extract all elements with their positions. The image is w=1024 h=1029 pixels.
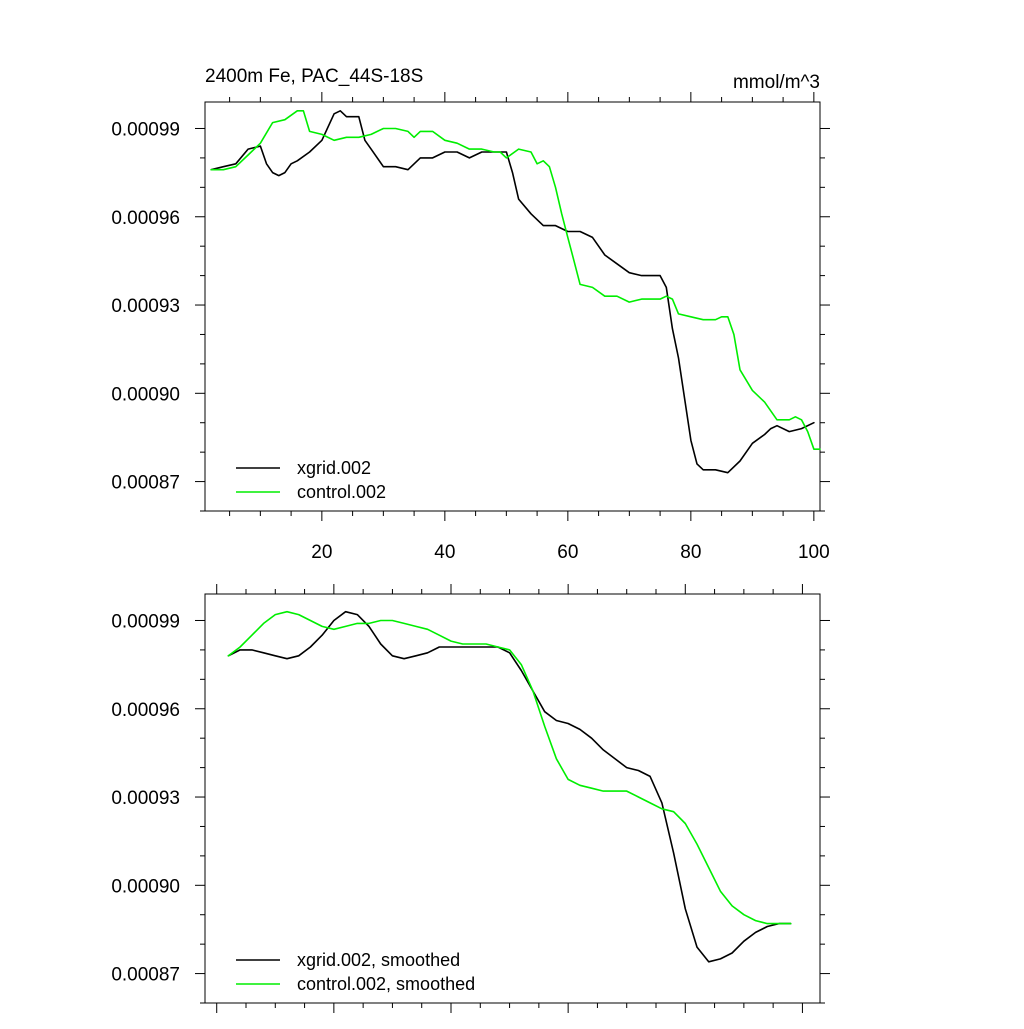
y-tick-label: 0.00096 — [111, 700, 180, 721]
plot-frame — [204, 593, 821, 1004]
top-panel: 0.00087 0.00090 0.00093 0.00096 0.00099 20 40 6… — [111, 66, 830, 563]
legend-label: control.002, smoothed — [297, 974, 475, 994]
y-tick-label: 0.00087 — [111, 473, 180, 494]
units-label: mmol/m^3 — [733, 72, 820, 93]
x-tick-label: 60 — [557, 542, 578, 563]
y-tick-label: 0.00093 — [111, 296, 180, 317]
y-tick-label: 0.00096 — [111, 208, 180, 229]
y-tick-label: 0.00093 — [111, 788, 180, 809]
legend-label: control.002 — [297, 482, 386, 502]
y-tick-label: 0.00099 — [111, 119, 180, 140]
y-tick-label: 0.00087 — [111, 965, 180, 986]
y-tick-label: 0.00090 — [111, 876, 180, 897]
bottom-panel: 0.00087 0.00090 0.00093 0.00096 0.00099 xgrid… — [111, 584, 830, 1013]
chart-title: 2400m Fe, PAC_44S-18S — [205, 66, 423, 87]
series-line-control — [227, 610, 792, 925]
y-tick-label: 0.00090 — [111, 384, 180, 405]
x-tick-label: 20 — [311, 542, 332, 563]
x-tick-label: 80 — [680, 542, 701, 563]
series-line-xgrid — [227, 610, 792, 963]
x-tick-label: 100 — [798, 542, 830, 563]
series-line-control — [210, 110, 821, 451]
legend-label: xgrid.002, smoothed — [297, 950, 460, 970]
y-tick-label: 0.00099 — [111, 611, 180, 632]
plot-frame — [204, 101, 821, 512]
x-tick-label: 40 — [434, 542, 455, 563]
legend-label: xgrid.002 — [297, 458, 371, 478]
series-line-xgrid — [210, 110, 815, 474]
